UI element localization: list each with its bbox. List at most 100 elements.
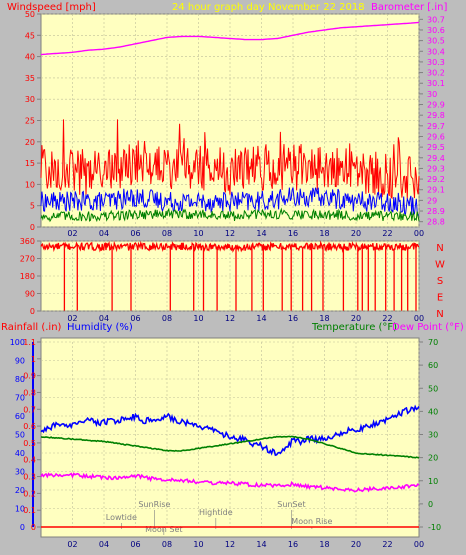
windspeed-tick-label: 30 bbox=[25, 95, 35, 104]
rainfall-tick-label: 0.2 bbox=[23, 489, 36, 498]
temperature-tick-label: 60 bbox=[428, 361, 438, 370]
compass-letter: N bbox=[436, 243, 443, 254]
humidity-tick-label: 0 bbox=[20, 523, 25, 532]
windspeed-axis: 0 5 10 15 20 25 30 35 40 45 50 bbox=[25, 10, 35, 232]
barometer-tick-label: 30.6 bbox=[427, 26, 445, 35]
direction-tick-label: 360 bbox=[20, 237, 35, 246]
barometer-tick-label: 30.2 bbox=[427, 69, 445, 78]
windspeed-tick-label: 5 bbox=[30, 202, 35, 211]
windspeed-title: Windspeed [mph] bbox=[7, 2, 96, 13]
barometer-tick-label: 29.4 bbox=[427, 154, 445, 163]
rainfall-tick-label: 1 bbox=[31, 355, 36, 364]
wind-time-axis: 02 04 06 08 10 12 14 16 18 20 22 00 bbox=[67, 229, 424, 238]
barometer-line bbox=[40, 21, 420, 56]
rainfall-tick-label: 0 bbox=[31, 523, 36, 532]
temp-time-tick-label: 06 bbox=[130, 540, 140, 549]
windspeed-tick-label: 20 bbox=[25, 138, 35, 147]
temp-time-tick-label: 22 bbox=[382, 540, 392, 549]
annotation-label: Moon Rise bbox=[291, 517, 332, 526]
wind-time-tick-label: 12 bbox=[225, 229, 235, 238]
wind-time-tick-label: 06 bbox=[130, 229, 140, 238]
humidity-tick-label: 40 bbox=[15, 449, 25, 458]
temperature-tick-label: 0 bbox=[428, 500, 433, 509]
rainfall-tick-label: 0.1 bbox=[23, 506, 36, 515]
direction-tick-label: 270 bbox=[20, 255, 35, 264]
barometer-line bbox=[40, 21, 420, 56]
direction-degree-axis: 0 90 180 270 360 bbox=[20, 237, 35, 316]
temp-time-tick-label: 16 bbox=[288, 540, 298, 549]
graph-date-title: 24 hour graph day November 22 2018 bbox=[172, 2, 365, 13]
direction-time-tick-label: 14 bbox=[256, 314, 266, 323]
windspeed-tick-label: 35 bbox=[25, 74, 35, 83]
humidity-tick-label: 80 bbox=[15, 375, 25, 384]
windspeed-tick-label: 50 bbox=[25, 10, 35, 19]
barometer-tick-label: 29.3 bbox=[427, 164, 445, 173]
wind-time-tick-label: 20 bbox=[351, 229, 361, 238]
humidity-tick-label: 30 bbox=[15, 468, 25, 477]
temperature-line bbox=[40, 435, 420, 459]
humidity-tick-label: 70 bbox=[15, 394, 25, 403]
direction-time-tick-label: 12 bbox=[225, 314, 235, 323]
dewpoint-title: Dew Point (°F) bbox=[392, 322, 464, 333]
humidity-tick-label: 10 bbox=[15, 505, 25, 514]
rainfall-tick-label: 0.9 bbox=[23, 372, 36, 381]
temperature-axis: -10 0 10 20 30 40 50 60 70 bbox=[428, 338, 441, 532]
temp-humidity-lines bbox=[40, 404, 420, 528]
humidity-tick-label: 50 bbox=[15, 431, 25, 440]
wind-time-tick-label: 02 bbox=[67, 229, 77, 238]
wind-time-tick-label: 00 bbox=[414, 229, 424, 238]
temp-time-tick-label: 04 bbox=[99, 540, 109, 549]
wind-time-tick-label: 04 bbox=[99, 229, 109, 238]
barometer-tick-label: 29.1 bbox=[427, 186, 445, 195]
barometer-title: Barometer [.in] bbox=[371, 2, 447, 13]
barometer-tick-label: 29.9 bbox=[427, 101, 445, 110]
barometer-tick-label: 29 bbox=[427, 196, 437, 205]
wind-time-tick-label: 08 bbox=[162, 229, 172, 238]
rainfall-tick-label: 0.3 bbox=[23, 473, 36, 482]
barometer-tick-label: 29.7 bbox=[427, 122, 445, 131]
direction-time-tick-label: 18 bbox=[319, 314, 329, 323]
windspeed-tick-label: 15 bbox=[25, 159, 35, 168]
rainfall-axis: 0 0.1 0.2 0.3 0.4 0.5 0.6 0.7 0.8 0.9 1 1.1 bbox=[23, 338, 36, 532]
wind-time-tick-label: 10 bbox=[193, 229, 203, 238]
compass-letter: N bbox=[436, 309, 443, 320]
rainfall-tick-label: 0.4 bbox=[23, 456, 36, 465]
humidity-line bbox=[40, 404, 420, 457]
windspeed-lines bbox=[40, 119, 420, 223]
temperature-title: Temperature (°F) bbox=[311, 322, 397, 333]
compass-letter: W bbox=[435, 260, 445, 271]
wind-time-tick-label: 14 bbox=[256, 229, 266, 238]
temp-time-tick-label: 02 bbox=[67, 540, 77, 549]
temperature-tick-label: 50 bbox=[428, 384, 438, 393]
annotation-label: SunSet bbox=[277, 500, 305, 509]
wind-direction-line bbox=[40, 240, 420, 311]
annotation-label: Hightide bbox=[199, 508, 233, 517]
temp-time-tick-label: 14 bbox=[256, 540, 266, 549]
temp-time-tick-label: 12 bbox=[225, 540, 235, 549]
humidity-tick-label: 60 bbox=[15, 412, 25, 421]
windspeed-average-line bbox=[40, 187, 420, 217]
rainfall-tick-label: 0.5 bbox=[23, 439, 36, 448]
wind-time-tick-label: 16 bbox=[288, 229, 298, 238]
windspeed-tick-label: 0 bbox=[30, 223, 35, 232]
direction-tick-label: 180 bbox=[20, 272, 35, 281]
windspeed-low-line bbox=[40, 207, 420, 223]
direction-time-tick-label: 22 bbox=[382, 314, 392, 323]
barometer-tick-label: 30.1 bbox=[427, 79, 445, 88]
barometer-tick-label: 30.7 bbox=[427, 15, 445, 24]
temp-time-tick-label: 10 bbox=[193, 540, 203, 549]
barometer-tick-label: 28.8 bbox=[427, 218, 445, 227]
temp-time-axis: 02 04 06 08 10 12 14 16 18 20 22 00 bbox=[67, 540, 424, 549]
direction-time-tick-label: 16 bbox=[288, 314, 298, 323]
rainfall-tick-label: 0.8 bbox=[23, 388, 36, 397]
rainfall-title: Rainfall (.in) bbox=[1, 322, 62, 333]
wind-time-tick-label: 22 bbox=[382, 229, 392, 238]
compass-letter: S bbox=[437, 276, 443, 287]
windspeed-tick-label: 10 bbox=[25, 180, 35, 189]
temperature-tick-label: 70 bbox=[428, 338, 438, 347]
humidity-tick-label: 100 bbox=[10, 338, 25, 347]
barometer-tick-label: 30.4 bbox=[427, 47, 445, 56]
